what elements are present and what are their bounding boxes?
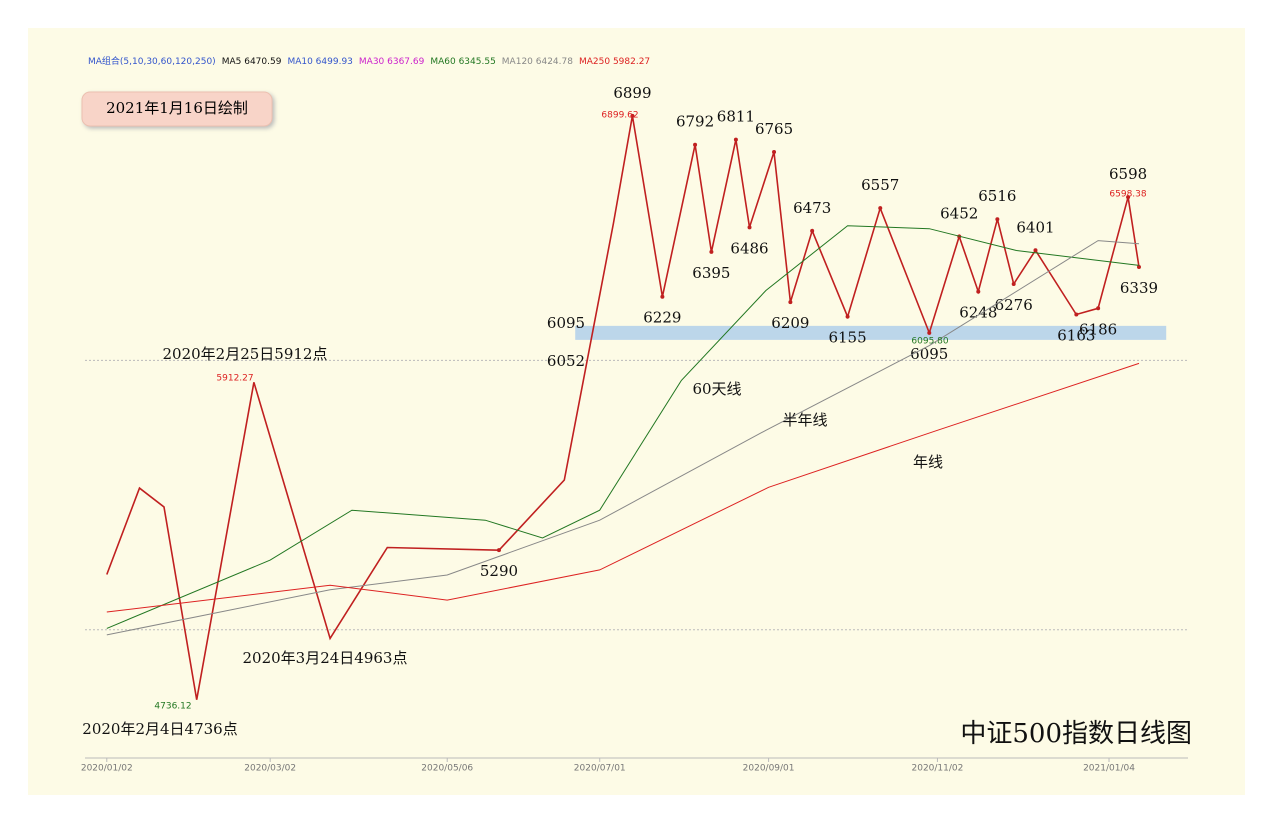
price-point: [788, 300, 793, 305]
moving-average: [106, 225, 1140, 629]
subtitle-box: [81, 91, 273, 127]
value-label: 6598: [1109, 165, 1147, 183]
price-point: [1033, 248, 1038, 253]
annotation: 2020年2月4日4736点: [82, 720, 237, 738]
legend-entry: MA10 6499.93: [287, 57, 352, 67]
value-label: 6473: [793, 199, 831, 217]
price-point: [845, 314, 850, 319]
legend-entry: MA5 6470.59: [222, 57, 282, 67]
price-point: [496, 548, 501, 553]
price-point: [1074, 312, 1079, 317]
price-point: [1011, 282, 1016, 287]
value-label: 6209: [771, 314, 809, 332]
value-label: 6557: [861, 176, 899, 194]
series-name: 半年线: [782, 411, 827, 429]
legend-entry: MA30 6367.69: [359, 57, 425, 67]
price-point: [1126, 195, 1131, 200]
value-label: 6163: [1057, 327, 1095, 345]
value-label: 6186: [1079, 320, 1117, 338]
annotation: 6052: [547, 352, 585, 370]
legend-entry: MA60 6345.55: [430, 57, 495, 67]
annotation: 2020年3月24日4963点: [243, 649, 408, 667]
price-point: [772, 150, 777, 155]
price-point: [1136, 265, 1141, 270]
annotation: 2020年2月25日5912点: [163, 345, 328, 363]
x-tick-label: 2020/11/02: [912, 764, 964, 774]
moving-average: [106, 362, 1140, 613]
value-label: 6401: [1016, 218, 1054, 236]
annotation: 5912.27: [216, 374, 253, 384]
value-label: 6452: [940, 205, 978, 223]
price-point: [630, 113, 635, 118]
price-point: [693, 142, 698, 147]
price-point: [660, 294, 665, 299]
value-label: 6339: [1120, 279, 1158, 297]
value-label: 5290: [480, 562, 518, 580]
subtitle: 2021年1月16日绘制: [106, 99, 248, 117]
annotation: 6598.38: [1109, 190, 1146, 200]
annotation: 4736.12: [154, 702, 191, 712]
legend: MA组合(5,10,30,60,120,250) MA5 6470.59 MA10 …: [88, 55, 650, 67]
price-point: [709, 249, 714, 254]
x-tick-label: 2020/01/02: [81, 764, 133, 774]
value-label: 6792: [676, 113, 714, 131]
price-point: [878, 206, 883, 211]
background: [28, 28, 1245, 795]
value-label: 6899: [613, 84, 651, 102]
x-tick-label: 2020/09/01: [743, 764, 795, 774]
value-label: 6248: [959, 304, 997, 322]
price-point: [995, 217, 1000, 222]
value-label: 6486: [730, 239, 768, 257]
value-label: 6765: [755, 120, 793, 138]
annotation: 6095.80: [911, 337, 948, 347]
legend-entry: MA250 5982.27: [579, 57, 650, 67]
x-tick-label: 2020/05/06: [421, 764, 473, 774]
annotation: 6095: [547, 314, 585, 332]
x-tick-label: 2020/03/02: [244, 764, 296, 774]
value-label: 6229: [643, 309, 681, 327]
value-label: 6276: [995, 296, 1033, 314]
value-label: 6516: [978, 187, 1016, 205]
value-label: 6095: [910, 345, 948, 363]
price-point: [733, 137, 738, 142]
value-label: 6155: [828, 329, 866, 347]
x-tick-label: 2021/01/04: [1083, 764, 1135, 774]
x-tick-label: 2020/07/01: [574, 764, 626, 774]
price-point: [927, 330, 932, 335]
annotation: 6899.62: [601, 111, 638, 121]
price-point: [1096, 306, 1101, 311]
price-point: [976, 289, 981, 294]
series-name: 60天线: [692, 380, 741, 398]
value-label: 6811: [717, 108, 755, 126]
legend-entry: MA组合(5,10,30,60,120,250): [88, 55, 216, 67]
value-label: 6395: [692, 264, 730, 282]
series-name: 年线: [913, 453, 943, 471]
legend-entry: MA120 6424.78: [502, 57, 573, 67]
chart-title: 中证500指数日线图: [960, 719, 1192, 749]
price-point: [747, 225, 752, 230]
price-point: [810, 228, 815, 233]
